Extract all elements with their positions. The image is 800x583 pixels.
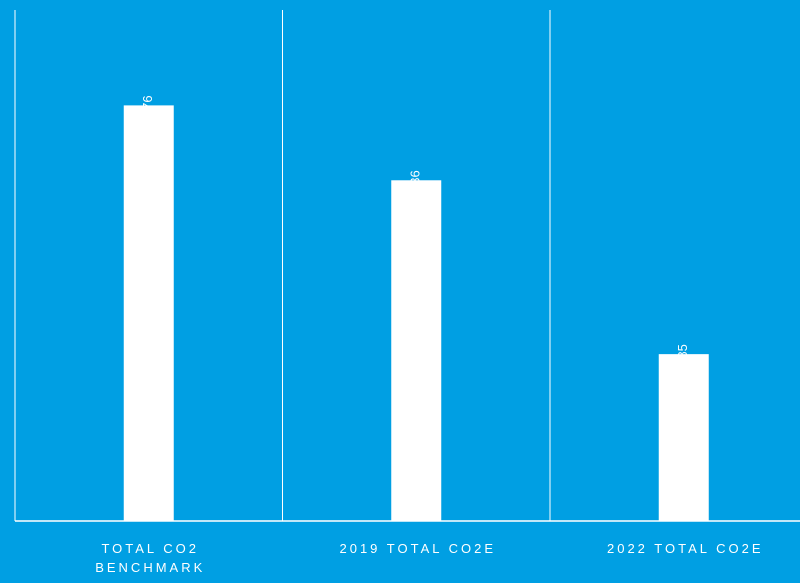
x-tick-label: TOTAL CO2 BENCHMARK: [95, 541, 206, 575]
bar: [658, 354, 709, 521]
value-label: 591.85: [675, 344, 690, 384]
bar: [391, 180, 442, 521]
value-label: 1176: [140, 95, 155, 123]
value-label: 1000.136: [408, 170, 423, 224]
bar: [123, 105, 174, 522]
x-tick-label: 2022 TOTAL CO2E: [606, 541, 764, 556]
x-tick-label: 2019 TOTAL CO2E: [339, 541, 497, 556]
